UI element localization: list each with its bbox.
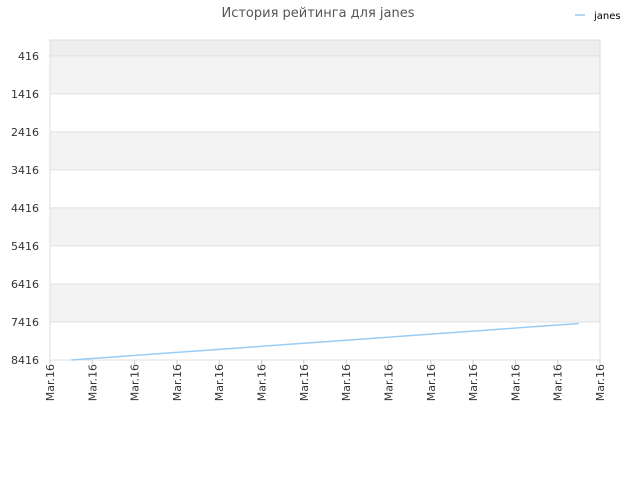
plot-band xyxy=(50,55,600,94)
x-tick-label: Mar.16 xyxy=(340,364,353,401)
x-tick-label: Mar.16 xyxy=(467,364,480,401)
plot-band xyxy=(50,131,600,170)
x-tick-label: Mar.16 xyxy=(44,364,57,401)
plot-band xyxy=(50,283,600,322)
x-tick-label: Mar.16 xyxy=(129,364,142,401)
y-tick-label: 2416 xyxy=(11,126,39,139)
plot-band xyxy=(50,93,600,132)
x-tick-label: Mar.16 xyxy=(213,364,226,401)
x-tick-label: Mar.16 xyxy=(382,364,395,401)
y-tick-label: 8416 xyxy=(11,354,39,367)
plot-band xyxy=(50,40,600,56)
chart-title: История рейтинга для janes xyxy=(221,6,414,21)
y-tick-label: 3416 xyxy=(11,164,39,177)
y-tick-label: 6416 xyxy=(11,278,39,291)
y-tick-label: 4416 xyxy=(11,202,39,215)
plot-band xyxy=(50,169,600,208)
x-tick-label: Mar.16 xyxy=(256,364,269,401)
legend-label: janes xyxy=(593,11,621,22)
plot-band xyxy=(50,245,600,284)
y-tick-label: 7416 xyxy=(11,316,39,329)
x-tick-label: Mar.16 xyxy=(171,364,184,401)
y-tick-label: 5416 xyxy=(11,240,39,253)
x-tick-label: Mar.16 xyxy=(86,364,99,401)
x-tick-label: Mar.16 xyxy=(298,364,311,401)
line xyxy=(71,322,579,361)
x-tick-label: Mar.16 xyxy=(594,364,607,401)
x-tick-label: Mar.16 xyxy=(509,364,522,401)
y-tick-label: 416 xyxy=(18,50,39,63)
y-tick-label: 1416 xyxy=(11,88,39,101)
plot-band xyxy=(50,207,600,246)
x-tick-label: Mar.16 xyxy=(425,364,438,401)
x-tick-label: Mar.16 xyxy=(552,364,565,401)
